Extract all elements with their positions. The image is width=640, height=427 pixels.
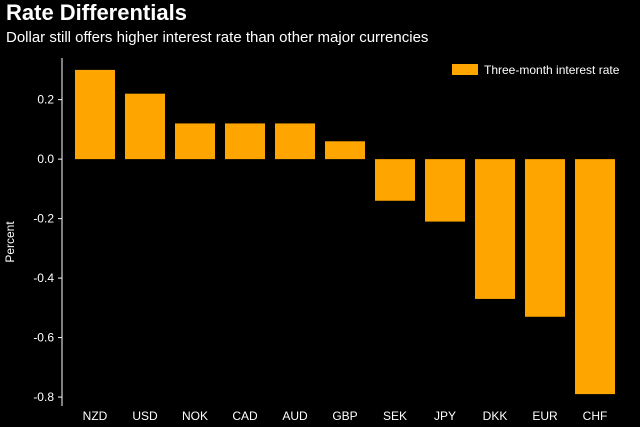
x-tick-label: DKK [483,409,508,423]
y-axis-label: Percent [3,221,17,263]
legend-swatch [452,64,478,75]
bar-jpy [425,159,465,222]
bar-dkk [475,159,515,299]
x-tick-label: NOK [182,409,208,423]
x-tick-label: NZD [83,409,108,423]
legend-label: Three-month interest rate [484,63,620,77]
x-tick-label: JPY [434,409,456,423]
x-tick-label: EUR [532,409,558,423]
x-tick-label: SEK [383,409,407,423]
x-tick-label: GBP [332,409,357,423]
bar-cad [225,123,265,160]
bar-nok [175,123,215,160]
y-tick-label: 0.0 [37,152,54,166]
bar-eur [525,159,565,317]
x-tick-label: USD [132,409,158,423]
y-tick-label: -0.4 [33,271,54,285]
y-tick-label: -0.2 [33,212,54,226]
bar-usd [125,93,165,160]
y-tick-label: -0.6 [33,331,54,345]
chart-subtitle: Dollar still offers higher interest rate… [6,29,429,46]
bar-gbp [325,141,365,160]
bar-nzd [75,69,115,160]
chart-title: Rate Differentials [6,0,187,25]
y-tick-label: -0.8 [33,390,54,404]
bar-aud [275,123,315,160]
bar-chf [575,159,615,395]
x-tick-label: CHF [583,409,608,423]
x-tick-label: CAD [232,409,258,423]
x-tick-label: AUD [282,409,308,423]
bar-sek [375,159,415,201]
y-tick-label: 0.2 [37,93,54,107]
